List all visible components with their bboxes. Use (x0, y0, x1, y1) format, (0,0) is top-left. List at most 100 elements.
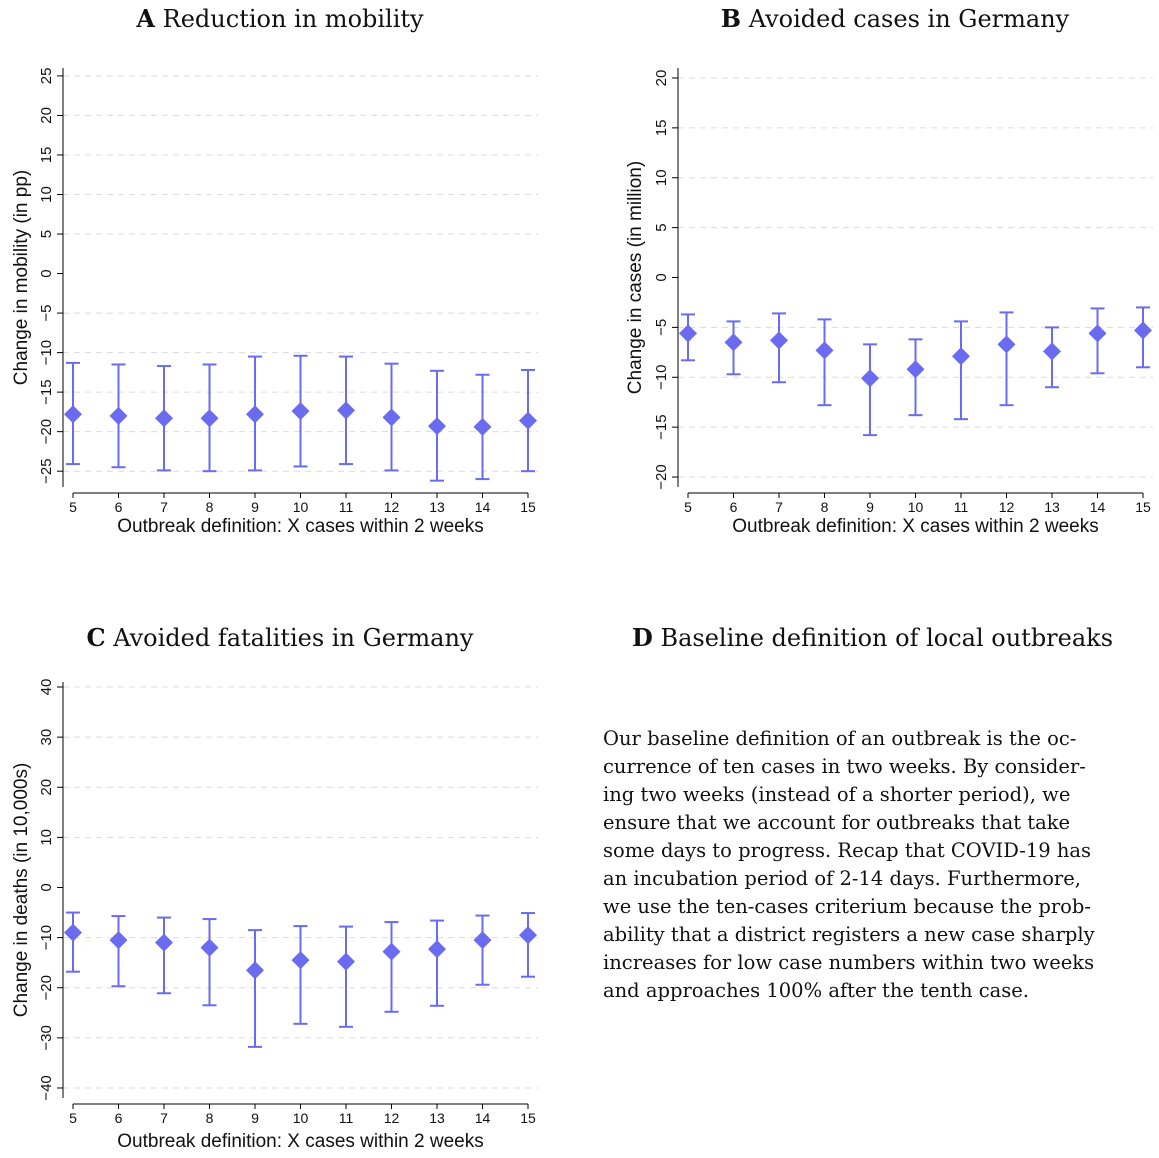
y-tick-label: 0 (38, 883, 55, 891)
panel-d-title-text: Baseline definition of local outbreaks (660, 624, 1114, 652)
description-line: some days to progress. Recap that COVID-… (603, 839, 1092, 862)
y-tick-label: 25 (38, 68, 55, 85)
x-tick-label: 6 (115, 1110, 123, 1126)
data-point (906, 360, 925, 379)
description-line: and approaches 100% after the tenth case… (603, 979, 1030, 1002)
data-point (337, 952, 355, 971)
data-point (519, 411, 537, 430)
panel-b-letter: B (720, 4, 742, 33)
y-tick-label: 20 (653, 70, 670, 87)
y-axis-label: Change in mobility (in pp) (11, 170, 32, 385)
x-axis-label: Outbreak definition: X cases within 2 we… (732, 516, 1098, 537)
x-tick-label: 11 (954, 499, 969, 515)
description-line: increases for low case numbers within tw… (603, 951, 1095, 974)
y-tick-label: −20 (653, 464, 670, 489)
x-tick-label: 9 (866, 499, 874, 515)
x-tick-label: 8 (206, 1110, 214, 1126)
x-tick-label: 5 (69, 499, 77, 515)
x-tick-label: 13 (1044, 499, 1060, 515)
data-point (861, 369, 879, 388)
data-point (155, 409, 173, 428)
x-tick-label: 15 (520, 1110, 536, 1126)
data-point (291, 402, 310, 421)
data-point (109, 406, 128, 425)
data-point (382, 942, 401, 961)
data-point (200, 938, 219, 957)
data-point (109, 931, 128, 950)
x-tick-label: 14 (475, 1110, 491, 1126)
y-tick-label: 20 (38, 779, 55, 796)
x-tick-label: 7 (160, 1110, 168, 1126)
x-tick-label: 10 (293, 1110, 309, 1126)
x-tick-label: 10 (908, 499, 924, 515)
y-axis-label: Change in deaths (in 10,000s) (11, 763, 32, 1018)
data-point (382, 408, 401, 427)
data-point (1043, 342, 1061, 361)
y-tick-label: −10 (38, 925, 55, 950)
y-tick-label: 30 (38, 729, 55, 746)
panel-c-title-text: Avoided fatalities in Germany (113, 624, 474, 652)
data-point (200, 409, 219, 428)
panel-d-title: D Baseline definition of local outbreaks (632, 623, 1113, 652)
panel-b-title: B Avoided cases in Germany (655, 4, 1135, 33)
panel-c-letter: C (86, 623, 106, 652)
y-tick-label: −20 (38, 419, 55, 444)
description-line: ensure that we account for outbreaks tha… (603, 811, 1071, 834)
x-tick-label: 11 (339, 1110, 354, 1126)
description-line: an incubation period of 2-14 days. Furth… (603, 867, 1081, 890)
x-tick-label: 12 (384, 1110, 400, 1126)
x-axis-label: Outbreak definition: X cases within 2 we… (117, 516, 483, 537)
y-tick-label: 10 (38, 186, 55, 203)
x-tick-label: 8 (821, 499, 829, 515)
description-line: we use the ten-cases criterium because t… (603, 895, 1091, 918)
data-point (815, 341, 834, 360)
x-tick-label: 11 (339, 499, 354, 515)
panel-d-description: Our baseline definition of an outbreak i… (603, 725, 1159, 1005)
data-point (473, 417, 492, 436)
panel-a-title: A Reduction in mobility (40, 4, 520, 33)
x-tick-label: 14 (475, 499, 491, 515)
y-tick-label: 5 (653, 223, 670, 231)
data-point (337, 401, 355, 420)
data-point (246, 961, 264, 980)
panel-b-title-text: Avoided cases in Germany (748, 5, 1070, 33)
x-tick-label: 5 (684, 499, 692, 515)
y-tick-label: −15 (38, 379, 55, 404)
panel-d-letter: D (632, 623, 653, 652)
y-tick-label: −40 (38, 1075, 55, 1100)
description-line: Our baseline definition of an outbreak i… (603, 727, 1077, 750)
data-point (428, 417, 446, 436)
y-tick-label: 0 (38, 269, 55, 277)
x-tick-label: 10 (293, 499, 309, 515)
y-tick-label: 5 (38, 230, 55, 238)
data-point (64, 923, 82, 942)
y-tick-label: −15 (653, 414, 670, 439)
y-axis-label: Change in cases (in million) (625, 161, 646, 394)
x-axis-label: Outbreak definition: X cases within 2 we… (117, 1131, 483, 1152)
y-tick-label: 15 (38, 147, 55, 164)
data-point (64, 405, 82, 424)
x-tick-label: 14 (1090, 499, 1106, 515)
data-point (519, 926, 537, 945)
x-tick-label: 12 (384, 499, 400, 515)
data-point (1088, 324, 1107, 343)
x-tick-label: 7 (775, 499, 783, 515)
description-line: ability that a district registers a new … (603, 923, 1095, 946)
data-point (155, 933, 173, 952)
data-point (1134, 321, 1152, 340)
data-point (770, 331, 788, 350)
x-tick-label: 15 (1135, 499, 1151, 515)
x-tick-label: 5 (69, 1110, 77, 1126)
x-tick-label: 6 (115, 499, 123, 515)
y-tick-label: −30 (38, 1025, 55, 1050)
x-tick-label: 9 (251, 1110, 259, 1126)
y-tick-label: 10 (38, 829, 55, 846)
y-tick-label: 15 (653, 120, 670, 137)
y-tick-label: −25 (38, 458, 55, 483)
data-point (428, 940, 446, 959)
panel-a-letter: A (136, 4, 156, 33)
panel-c-title: C Avoided fatalities in Germany (40, 623, 520, 652)
y-tick-label: 10 (653, 169, 670, 186)
